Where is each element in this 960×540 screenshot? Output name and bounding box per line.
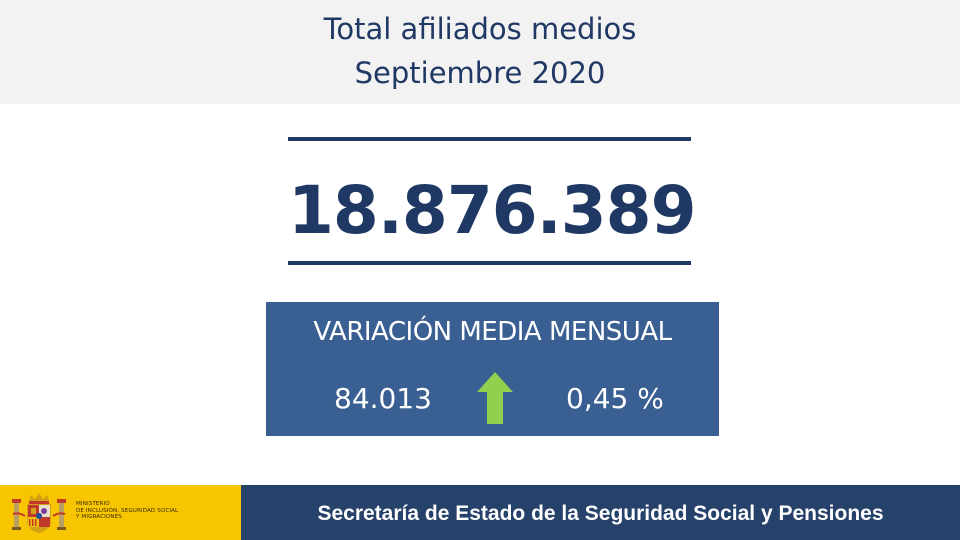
secretaria-banner: Secretaría de Estado de la Seguridad Soc… — [241, 485, 960, 540]
variation-percent-value: 0,45 % — [566, 382, 664, 415]
total-affiliates-value: 18.876.389 — [288, 172, 697, 249]
up-arrow-icon — [477, 372, 513, 424]
ministry-name: MINISTERIO DE INCLUSIÓN, SEGURIDAD SOCIA… — [76, 501, 179, 521]
page-title: Total afiliados medios — [323, 12, 637, 46]
top-divider — [288, 137, 691, 141]
variation-panel: VARIACIÓN MEDIA MENSUAL 84.013 0,45 % — [266, 302, 719, 436]
variation-absolute-value: 84.013 — [334, 382, 432, 415]
ministry-logo-block: MINISTERIO DE INCLUSIÓN, SEGURIDAD SOCIA… — [0, 485, 241, 540]
page-subtitle-period: Septiembre 2020 — [354, 56, 606, 90]
bottom-divider — [288, 261, 691, 265]
header-band: Total afiliados medios Septiembre 2020 — [0, 0, 960, 104]
secretaria-name: Secretaría de Estado de la Seguridad Soc… — [317, 502, 884, 525]
variation-title: VARIACIÓN MEDIA MENSUAL — [313, 317, 672, 347]
spain-coat-of-arms-icon — [12, 493, 66, 533]
